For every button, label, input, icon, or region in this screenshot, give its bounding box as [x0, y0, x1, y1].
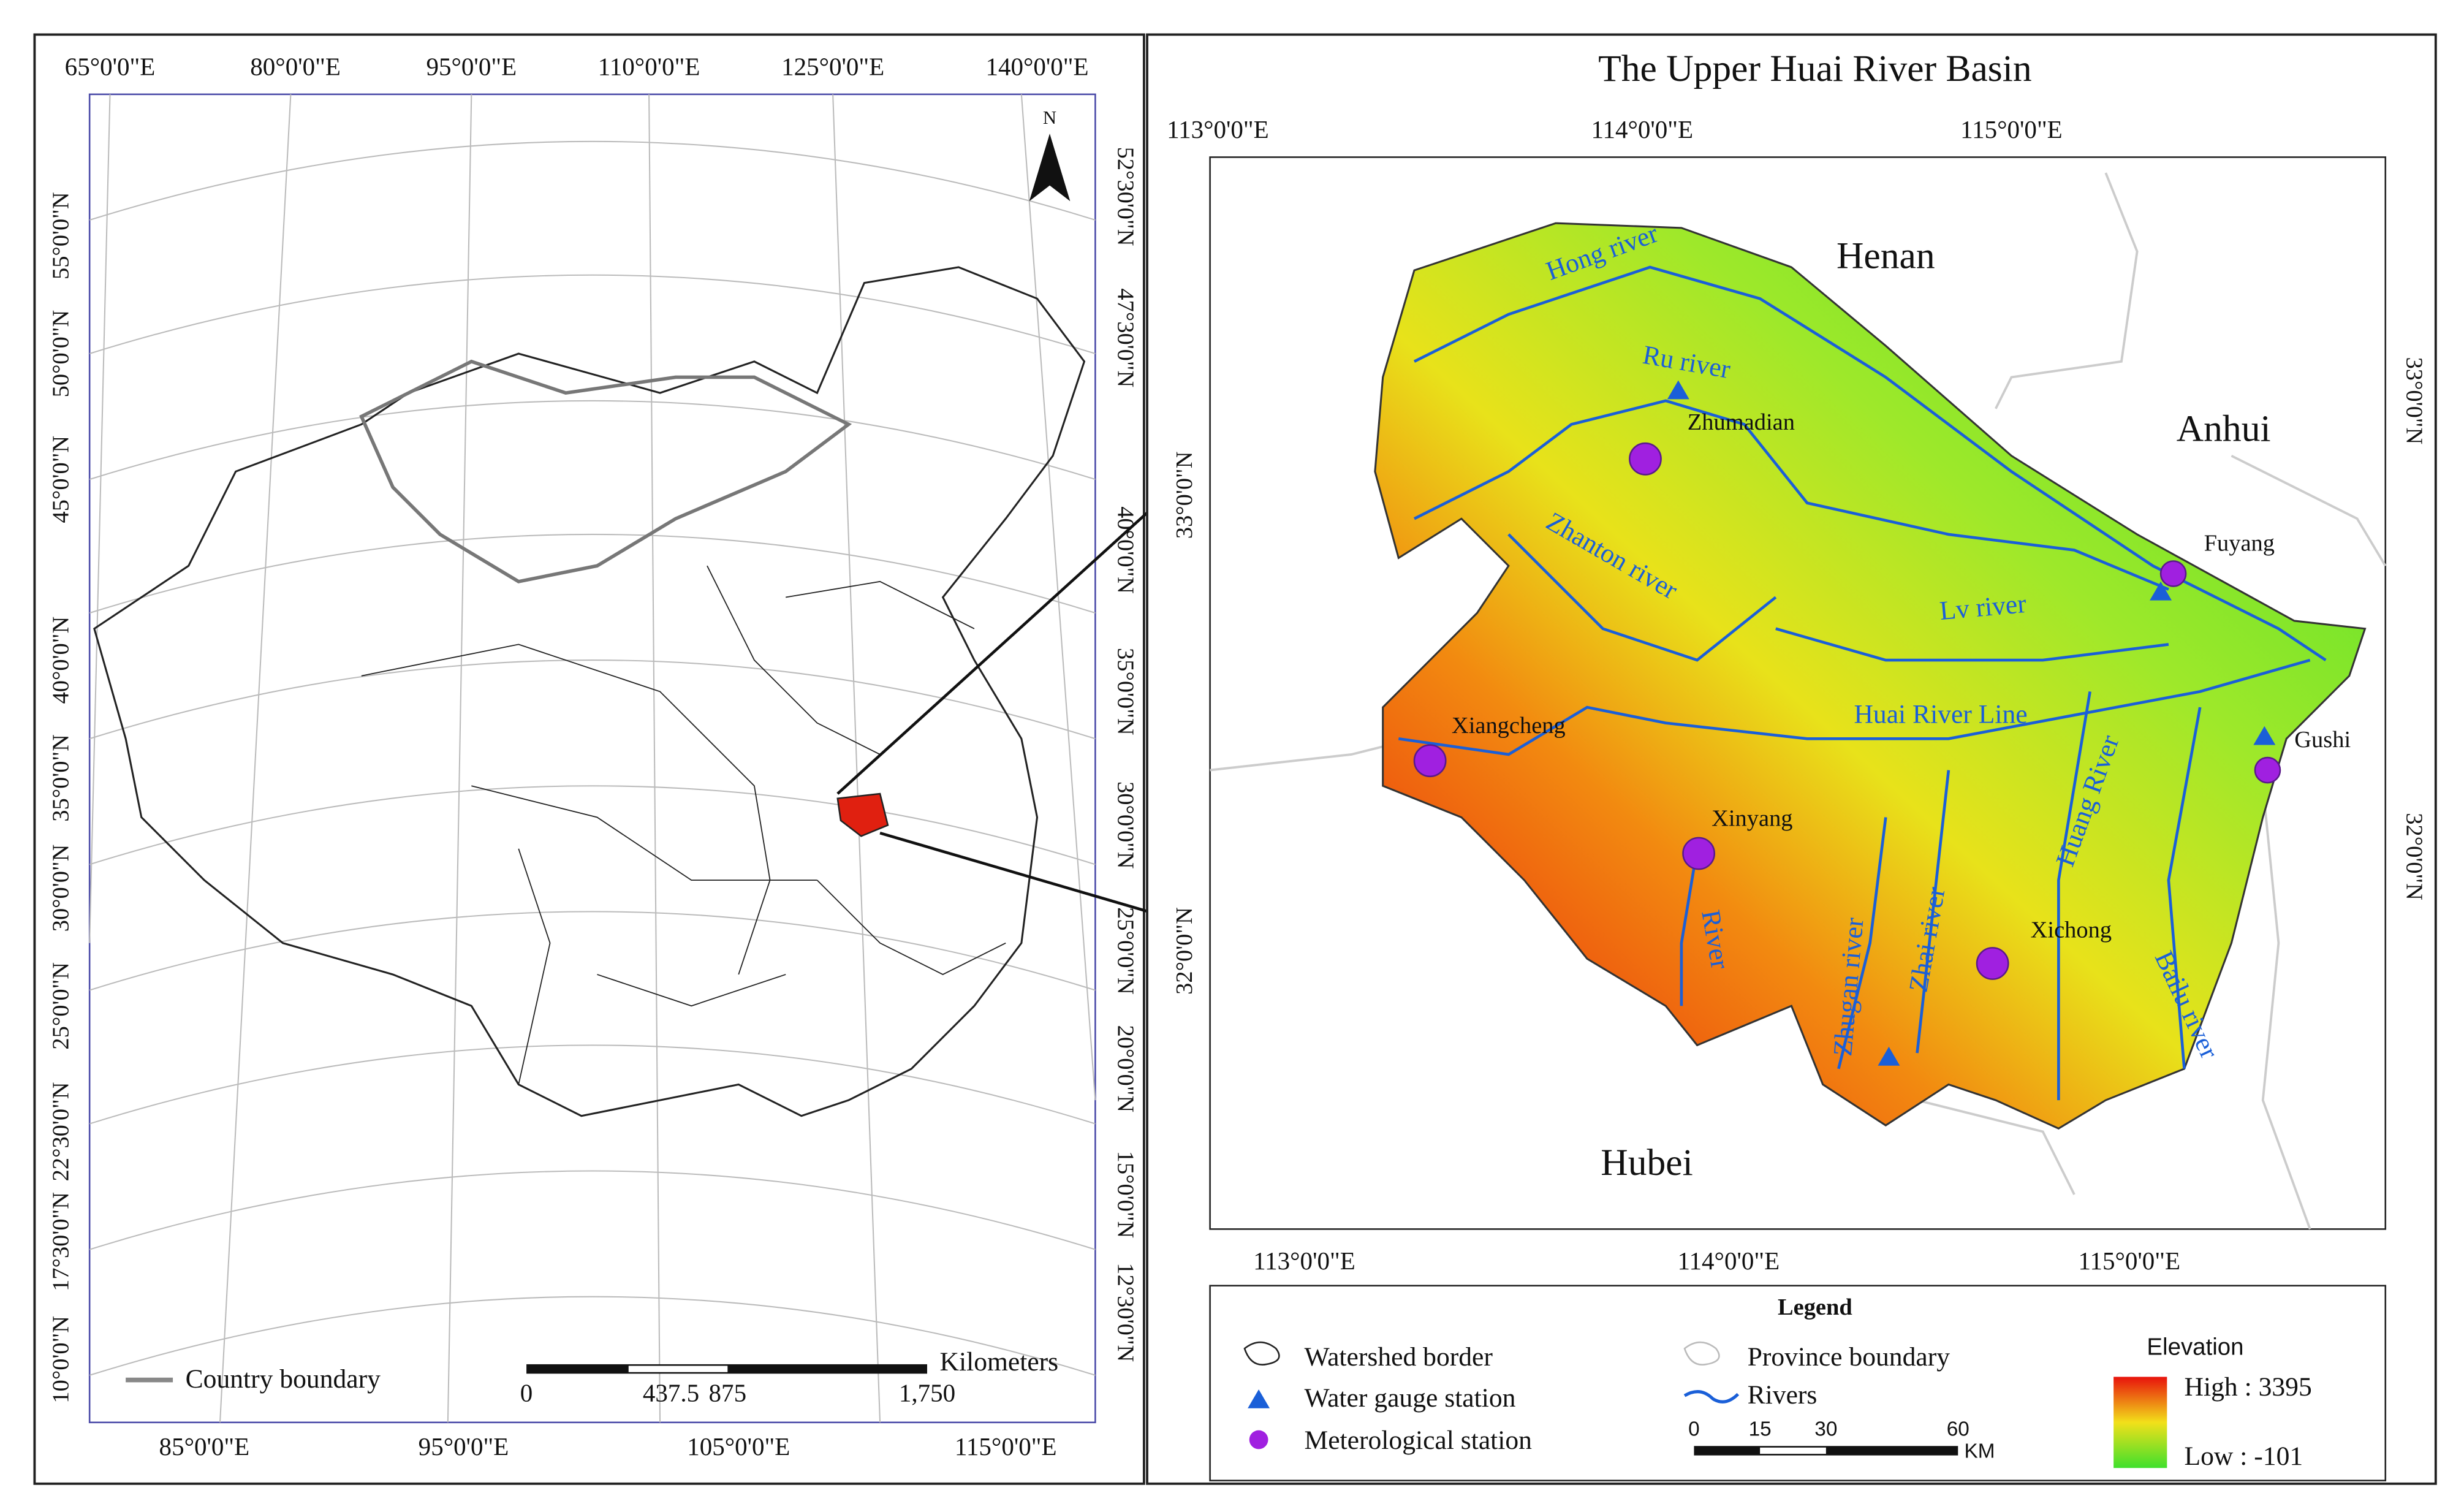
legend-item: Watershed border	[1304, 1342, 1493, 1372]
legend-river	[1683, 1390, 1740, 1404]
elevation-title: Elevation	[2147, 1334, 2243, 1360]
country-outline	[93, 266, 1086, 1117]
scale-label: 875	[709, 1379, 747, 1407]
lon-label: 114°0'0"E	[1591, 115, 1694, 143]
station-label: Xiangcheng	[1452, 713, 1566, 739]
province-label: Anhui	[2177, 408, 2271, 449]
basin	[1374, 222, 2367, 1130]
gauges	[1667, 380, 2276, 1066]
legend-label: Country boundary	[186, 1364, 381, 1394]
legend-met	[1249, 1430, 1268, 1449]
lat-label: 20°0'0"N	[1113, 1025, 1139, 1112]
lat-label: 40°0'0"N	[1113, 506, 1139, 594]
lat-label: 25°0'0"N	[1113, 907, 1139, 995]
lon-label: 65°0'0"E	[65, 52, 156, 80]
lat-label: 32°0'0"N	[2401, 813, 2427, 900]
scale-label: 1,750	[899, 1379, 955, 1407]
north-label: N	[1043, 107, 1056, 128]
lat-label: 17°30'0"N	[48, 1192, 74, 1291]
left-panel	[33, 33, 1145, 1485]
scale-label: 0	[520, 1379, 533, 1407]
km-scale-label: 60	[1947, 1418, 1969, 1440]
lat-label: 30°0'0"N	[48, 845, 74, 932]
legend-gauge	[1248, 1389, 1270, 1408]
elevation-low: Low : -101	[2185, 1442, 2303, 1471]
km-scale-gap	[1760, 1447, 1826, 1454]
lon-label: 113°0'0"E	[1167, 115, 1269, 143]
province-label: Hubei	[1601, 1142, 1693, 1183]
lat-label: 50°0'0"N	[48, 310, 74, 398]
station-label: Fuyang	[2204, 531, 2275, 557]
lon-label: 85°0'0"E	[159, 1432, 250, 1461]
lon-label: 125°0'0"E	[781, 52, 884, 80]
lon-label: 115°0'0"E	[955, 1432, 1057, 1461]
scale-unit: Kilometers	[940, 1347, 1059, 1377]
legend-item: Meterological station	[1304, 1426, 1532, 1455]
met-stations	[1413, 442, 2281, 980]
elevation-high: High : 3395	[2185, 1372, 2312, 1402]
legend-province	[1683, 1341, 1720, 1366]
lat-label: 30°0'0"N	[1113, 781, 1139, 869]
lat-label: 47°30'0"N	[1113, 288, 1139, 387]
lat-label: 40°0'0"N	[48, 617, 74, 704]
legend-item: Province boundary	[1748, 1342, 1950, 1372]
lon-label: 95°0'0"E	[419, 1432, 509, 1461]
lat-label: 25°0'0"N	[48, 962, 74, 1050]
map-title: The Upper Huai River Basin	[1598, 48, 2031, 89]
legend-item: Water gauge station	[1304, 1383, 1515, 1413]
basin-inset	[836, 792, 889, 837]
station-label: Gushi	[2294, 727, 2351, 753]
elevation-ramp	[2113, 1377, 2167, 1468]
left-frame	[88, 93, 1096, 1424]
lon-label: 110°0'0"E	[598, 52, 700, 80]
lat-label: 45°0'0"N	[48, 436, 74, 523]
km-scale-label: 0	[1688, 1418, 1700, 1440]
legend-title: Legend	[1778, 1294, 1852, 1320]
river-network	[1398, 265, 2327, 1101]
station-label: Xichong	[2031, 917, 2112, 943]
province-boundaries	[1210, 172, 2387, 1230]
km-scale-unit: KM	[1965, 1440, 1995, 1462]
mongolia-boundary	[359, 359, 852, 583]
lat-label: 35°0'0"N	[48, 734, 74, 822]
lon-label: 105°0'0"E	[687, 1432, 790, 1461]
km-scale-label: 15	[1749, 1418, 1772, 1440]
lat-label: 33°0'0"N	[2401, 357, 2427, 445]
scale-bar-gap	[628, 1366, 728, 1372]
lon-label: 115°0'0"E	[1960, 115, 2063, 143]
province-label: Henan	[1837, 235, 1935, 276]
province-lines	[361, 565, 1006, 1085]
lat-label: 15°0'0"N	[1113, 1151, 1139, 1239]
lat-label: 35°0'0"N	[1113, 648, 1139, 735]
lon-label: 140°0'0"E	[985, 52, 1088, 80]
legend-watershed	[1243, 1341, 1280, 1366]
lon-label: 115°0'0"E	[2078, 1247, 2180, 1275]
north-arrow	[1029, 133, 1071, 202]
legend-item: Rivers	[1748, 1380, 1818, 1410]
lat-label: 55°0'0"N	[48, 192, 74, 279]
km-scale-label: 30	[1814, 1418, 1837, 1440]
graticule	[89, 94, 1096, 1423]
lat-label: 22°30'0"N	[48, 1082, 74, 1181]
lon-label: 95°0'0"E	[426, 52, 517, 80]
lat-label: 12°30'0"N	[1113, 1263, 1139, 1362]
lon-label: 113°0'0"E	[1253, 1247, 1355, 1275]
river-label: Huai River Line	[1854, 699, 2027, 729]
station-label: Zhumadian	[1688, 409, 1795, 435]
station-label: Xinyang	[1712, 805, 1792, 831]
lon-label: 114°0'0"E	[1678, 1247, 1780, 1275]
lat-label: 52°30'0"N	[1113, 147, 1139, 246]
lat-label: 10°0'0"N	[48, 1316, 74, 1404]
scale-label: 437.5	[643, 1379, 699, 1407]
lat-label: 33°0'0"N	[1172, 451, 1197, 539]
lon-label: 80°0'0"E	[250, 52, 341, 80]
lat-label: 32°0'0"N	[1172, 907, 1197, 995]
